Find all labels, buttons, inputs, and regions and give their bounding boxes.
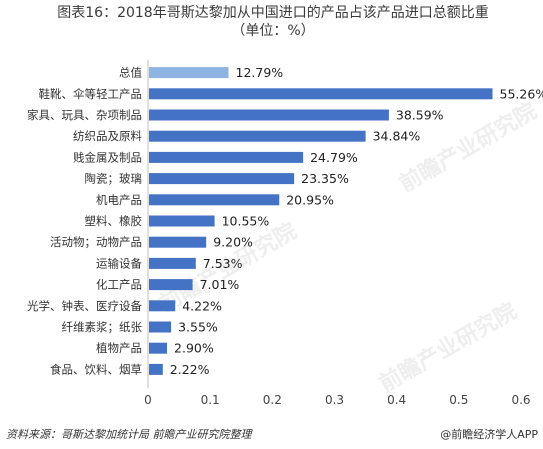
bar <box>149 321 172 333</box>
bar <box>149 257 196 269</box>
bar <box>149 342 168 354</box>
category-label: 活动物；动物产品 <box>50 235 142 249</box>
bar <box>149 279 193 291</box>
category-label: 机电产品 <box>96 193 142 207</box>
source-note: 资料来源：哥斯达黎加统计局 前瞻产业研究院整理 <box>6 428 252 441</box>
bar <box>149 194 280 206</box>
data-label: 55.26% <box>500 86 543 101</box>
bar <box>149 88 493 100</box>
data-label: 4.22% <box>182 298 222 313</box>
category-label: 贱金属及制品 <box>73 150 142 164</box>
data-label: 2.22% <box>170 362 210 377</box>
data-label: 38.59% <box>396 108 444 123</box>
chart-title-line1: 图表16：2018年哥斯达黎加从中国进口的产品占该产品进口总额比重 <box>57 5 489 21</box>
x-tick-label: 0.5 <box>449 393 468 407</box>
chart-title-line2: （单位：%） <box>231 23 315 39</box>
brand-credit: @前瞻经济学人APP <box>440 428 538 441</box>
x-tick-label: 0.3 <box>325 393 344 407</box>
data-label: 3.55% <box>178 320 218 335</box>
data-label: 7.01% <box>200 277 240 292</box>
data-label: 10.55% <box>222 214 270 229</box>
bar <box>149 151 304 163</box>
bar <box>149 173 295 185</box>
category-label: 纤维素浆；纸张 <box>62 320 143 334</box>
category-label: 光学、钟表、医疗设备 <box>27 299 142 313</box>
category-label: 鞋靴、伞等轻工产品 <box>39 87 143 101</box>
category-label: 化工产品 <box>96 278 142 292</box>
category-label: 食品、饮料、烟草 <box>50 362 142 376</box>
x-tick-label: 0.6 <box>511 393 530 407</box>
category-label: 总值 <box>119 66 142 80</box>
bar <box>149 236 207 248</box>
footer: 资料来源：哥斯达黎加统计局 前瞻产业研究院整理 @前瞻经济学人APP <box>6 426 538 444</box>
category-label: 纺织品及原料 <box>73 129 142 143</box>
category-label: 陶瓷；玻璃 <box>85 172 143 186</box>
category-label: 家具、玩具、杂项制品 <box>27 108 142 122</box>
bar <box>149 300 176 312</box>
data-label: 23.35% <box>301 171 349 186</box>
data-label: 20.95% <box>286 192 334 207</box>
x-tick-label: 0.1 <box>201 393 220 407</box>
data-label: 34.84% <box>373 129 421 144</box>
x-tick-label: 0.4 <box>387 393 406 407</box>
category-label: 运输设备 <box>96 256 142 270</box>
data-label: 24.79% <box>310 150 358 165</box>
bar <box>149 215 215 227</box>
category-label: 塑料、橡胶 <box>85 214 143 228</box>
bar <box>149 363 163 375</box>
bar <box>149 130 366 142</box>
data-label: 9.20% <box>213 235 253 250</box>
bar <box>149 109 389 121</box>
data-label: 12.79% <box>236 65 284 80</box>
x-tick-label: 0.2 <box>263 393 282 407</box>
category-label: 植物产品 <box>96 341 142 355</box>
bar <box>149 67 229 79</box>
data-label: 2.90% <box>174 341 214 356</box>
data-label: 7.53% <box>203 256 243 271</box>
x-tick-label: 0 <box>144 393 152 407</box>
chart-title: 图表16：2018年哥斯达黎加从中国进口的产品占该产品进口总额比重 （单位：%） <box>8 4 538 40</box>
